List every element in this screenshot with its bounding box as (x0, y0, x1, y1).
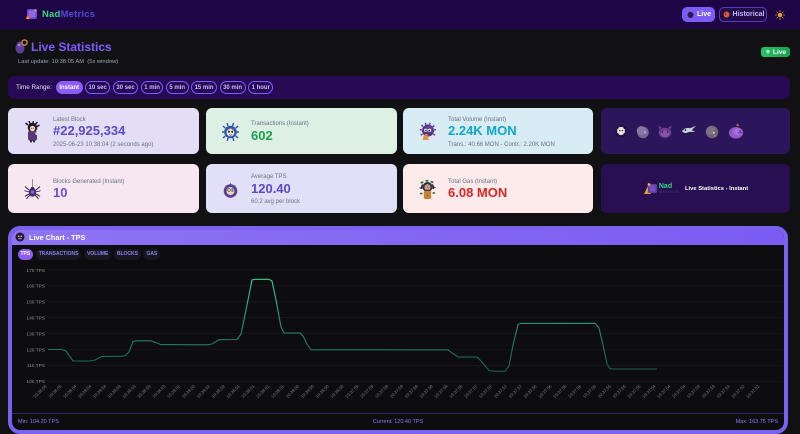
svg-text:10:38:01: 10:38:01 (255, 383, 271, 399)
svg-text:10:37:59: 10:37:59 (389, 383, 405, 399)
svg-text:10:37:56: 10:37:56 (537, 383, 553, 399)
svg-text:100 TPS: 100 TPS (26, 379, 45, 385)
svg-text:10:38:00: 10:38:00 (329, 383, 345, 399)
svg-text:160 TPS: 160 TPS (26, 284, 45, 290)
svg-text:10:37:56: 10:37:56 (522, 383, 538, 399)
svg-text:10:38:01: 10:38:01 (225, 383, 241, 399)
svg-text:10:38:03: 10:38:03 (151, 383, 167, 399)
svg-text:170 TPS: 170 TPS (26, 268, 45, 274)
svg-text:10:38:00: 10:38:00 (285, 383, 301, 399)
svg-text:10:37:53: 10:37:53 (686, 383, 702, 399)
svg-text:10:38:01: 10:38:01 (270, 383, 286, 399)
svg-text:10:37:54: 10:37:54 (656, 383, 672, 399)
svg-text:10:37:58: 10:37:58 (418, 383, 434, 399)
svg-text:10:38:02: 10:38:02 (211, 383, 227, 399)
svg-text:10:37:56: 10:37:56 (552, 383, 568, 399)
svg-text:140 TPS: 140 TPS (26, 316, 45, 322)
svg-text:10:37:54: 10:37:54 (641, 383, 657, 399)
svg-text:10:38:03: 10:38:03 (107, 383, 123, 399)
svg-text:10:38:04: 10:38:04 (77, 383, 93, 399)
svg-text:10:37:59: 10:37:59 (359, 383, 375, 399)
svg-text:10:37:56: 10:37:56 (567, 383, 583, 399)
svg-text:120 TPS: 120 TPS (26, 347, 45, 353)
svg-text:10:38:00: 10:38:00 (300, 383, 316, 399)
svg-text:10:37:59: 10:37:59 (374, 383, 390, 399)
svg-text:10:38:04: 10:38:04 (62, 383, 78, 399)
svg-text:10:37:55: 10:37:55 (582, 383, 598, 399)
svg-text:10:37:55: 10:37:55 (611, 383, 627, 399)
svg-text:10:38:03: 10:38:03 (136, 383, 152, 399)
svg-text:10:37:57: 10:37:57 (478, 383, 494, 399)
svg-text:10:37:58: 10:37:58 (404, 383, 420, 399)
svg-text:10:37:52: 10:37:52 (730, 383, 746, 399)
svg-text:10:37:57: 10:37:57 (508, 383, 524, 399)
svg-text:10:38:05: 10:38:05 (47, 383, 63, 399)
svg-text:10:38:02: 10:38:02 (166, 383, 182, 399)
svg-text:10:38:00: 10:38:00 (314, 383, 330, 399)
svg-text:10:37:55: 10:37:55 (626, 383, 642, 399)
svg-text:10:37:54: 10:37:54 (671, 383, 687, 399)
svg-text:10:37:53: 10:37:53 (715, 383, 731, 399)
svg-text:10:37:59: 10:37:59 (344, 383, 360, 399)
svg-text:110 TPS: 110 TPS (27, 363, 45, 369)
svg-text:10:37:52: 10:37:52 (745, 383, 761, 399)
svg-text:10:37:53: 10:37:53 (701, 383, 717, 399)
svg-text:10:38:03: 10:38:03 (121, 383, 137, 399)
svg-text:150 TPS: 150 TPS (26, 300, 45, 306)
svg-text:10:37:57: 10:37:57 (493, 383, 509, 399)
svg-text:10:38:04: 10:38:04 (92, 383, 108, 399)
svg-text:10:37:58: 10:37:58 (448, 383, 464, 399)
svg-text:10:38:02: 10:38:02 (196, 383, 212, 399)
svg-text:130 TPS: 130 TPS (26, 331, 45, 337)
svg-text:10:37:57: 10:37:57 (463, 383, 479, 399)
svg-text:10:37:58: 10:37:58 (433, 383, 449, 399)
svg-text:10:38:01: 10:38:01 (240, 383, 256, 399)
svg-text:10:38:02: 10:38:02 (181, 383, 197, 399)
svg-text:10:37:55: 10:37:55 (597, 383, 613, 399)
svg-text:10:38:05: 10:38:05 (32, 383, 48, 399)
